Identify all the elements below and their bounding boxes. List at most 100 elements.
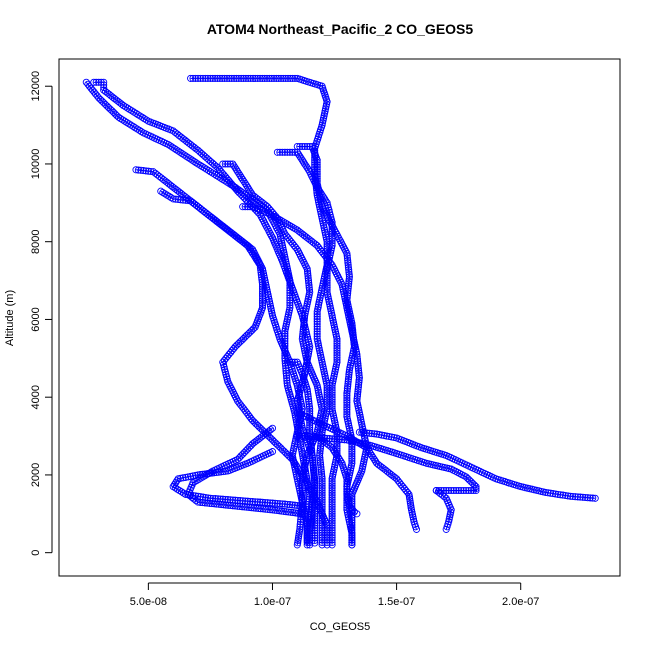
data-point: [137, 166, 145, 174]
data-point: [328, 498, 336, 506]
data-point: [286, 74, 294, 82]
data-point: [323, 286, 331, 294]
data-point: [310, 472, 318, 481]
data-point: [304, 274, 312, 282]
data-point: [343, 399, 351, 407]
data-point: [224, 501, 232, 509]
data-point: [348, 533, 356, 542]
data-point: [462, 486, 470, 495]
data-point: [328, 237, 336, 245]
data-point: [204, 74, 212, 82]
data-point: [311, 500, 319, 509]
data-point: [230, 74, 238, 82]
data-point: [291, 74, 299, 82]
data-point: [333, 342, 341, 350]
data-point: [554, 490, 562, 498]
data-point: [201, 499, 209, 507]
data-point: [257, 271, 265, 279]
data-point: [300, 316, 308, 324]
data-point: [313, 318, 321, 326]
data-point: [311, 493, 319, 502]
data-point: [199, 499, 207, 507]
data-point: [316, 447, 324, 455]
data-point: [313, 320, 321, 328]
data-point: [353, 350, 361, 358]
data-point: [354, 360, 362, 368]
data-point: [244, 74, 252, 82]
data-point: [258, 297, 267, 305]
data-point: [271, 499, 279, 507]
data-point: [286, 277, 294, 285]
data-point: [388, 433, 396, 441]
data-point: [288, 455, 296, 463]
data-point: [221, 74, 229, 82]
data-point: [280, 507, 288, 515]
data-point: [258, 280, 267, 289]
data-point: [194, 160, 202, 168]
data-point: [318, 541, 326, 549]
data-point: [273, 506, 281, 515]
data-point: [328, 517, 336, 525]
data-point: [343, 477, 351, 485]
data-point: [284, 74, 292, 82]
data-point: [172, 195, 180, 203]
data-point: [574, 493, 582, 501]
data-point: [304, 270, 312, 278]
data-point: [207, 468, 215, 476]
data-point: [144, 167, 152, 175]
data-point: [304, 277, 313, 285]
data-point: [298, 142, 306, 151]
data-point: [243, 503, 251, 511]
y-tick-label: 12000: [30, 71, 42, 102]
data-point: [353, 395, 361, 403]
data-point: [318, 493, 326, 502]
data-point: [564, 492, 572, 500]
data-point: [134, 166, 142, 174]
data-point: [210, 500, 218, 508]
data-point: [353, 392, 361, 400]
data-point: [286, 286, 294, 295]
data-point: [293, 142, 301, 151]
data-point: [318, 517, 326, 525]
data-point: [298, 502, 306, 510]
data-point: [261, 74, 269, 82]
data-point: [235, 74, 243, 82]
data-point: [311, 505, 319, 513]
data-point: [293, 463, 301, 471]
data-point: [345, 275, 353, 283]
data-point: [323, 245, 331, 253]
data-point: [318, 472, 326, 481]
data-point: [333, 435, 341, 443]
data-point: [313, 327, 321, 336]
data-point: [182, 196, 190, 204]
data-point: [328, 386, 336, 394]
data-point: [351, 437, 359, 445]
data-point: [370, 430, 378, 438]
data-point: [355, 369, 363, 377]
data-point: [318, 505, 326, 513]
data-point: [307, 437, 315, 446]
data-point: [194, 498, 202, 506]
data-point: [353, 510, 361, 518]
data-point: [342, 301, 351, 309]
data-point: [348, 448, 356, 456]
data-point: [301, 312, 309, 320]
data-point: [258, 294, 267, 303]
data-point: [353, 353, 361, 361]
data-point: [258, 498, 267, 506]
data-point: [328, 534, 336, 542]
data-point: [318, 538, 326, 547]
data-point: [354, 383, 362, 391]
data-point: [209, 467, 217, 475]
data-point: [359, 441, 367, 449]
data-point: [281, 500, 289, 508]
data-point: [250, 251, 258, 259]
data-point: [296, 523, 304, 531]
data-point: [323, 281, 331, 289]
data-point: [206, 499, 214, 507]
data-point: [318, 500, 326, 509]
data-point: [147, 167, 155, 176]
data-point: [237, 174, 245, 182]
data-point: [333, 353, 341, 362]
